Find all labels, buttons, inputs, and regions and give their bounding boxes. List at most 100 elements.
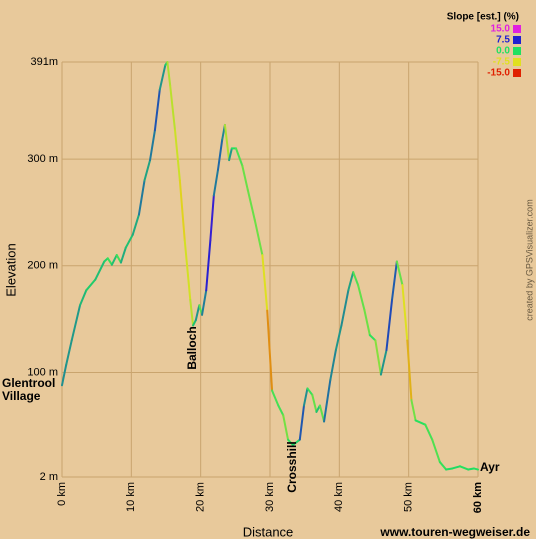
elevation-segment <box>223 123 231 162</box>
elevation-segment <box>406 339 413 402</box>
legend-swatch <box>513 69 521 77</box>
elevation-segment <box>374 339 382 376</box>
elevation-segment <box>368 334 377 342</box>
elevation-segment <box>106 257 113 266</box>
elevation-segment <box>410 399 417 422</box>
elevation-segment <box>311 393 318 413</box>
y-tick-label: 200 m <box>27 260 58 272</box>
elevation-segment <box>340 289 350 327</box>
y-tick-label: 300 m <box>27 153 58 165</box>
elevation-segment <box>192 319 197 327</box>
elevation-segment <box>201 289 208 316</box>
elevation-segment <box>94 260 106 281</box>
elevation-segment <box>323 378 332 423</box>
elevation-segment <box>357 283 366 311</box>
elevation-segment <box>334 324 343 352</box>
elevation-segment <box>65 339 73 366</box>
x-tick-label: 10 km <box>125 482 137 512</box>
elevation-segment <box>131 213 140 236</box>
elevation-segment <box>266 309 274 392</box>
x-tick-label: 40 km <box>333 482 345 512</box>
elevation-segment <box>85 278 97 292</box>
x-axis-label: Distance <box>243 524 294 539</box>
legend-swatch <box>513 58 521 66</box>
elevation-segment <box>174 129 181 182</box>
x-tick-label: 50 km <box>403 482 415 512</box>
elevation-segment <box>261 254 269 312</box>
elevation-segment <box>458 465 470 471</box>
elevation-segment <box>217 138 224 171</box>
elevation-segment <box>235 147 244 167</box>
legend-label: 0.0 <box>496 46 510 57</box>
y-tick-label: 100 m <box>27 366 58 378</box>
elevation-segment <box>395 260 404 286</box>
elevation-segment <box>472 467 479 471</box>
elevation-segment <box>228 147 233 162</box>
elevation-segment <box>424 423 434 441</box>
elevation-segment <box>277 404 285 417</box>
x-tick-label: 30 km <box>264 482 276 512</box>
elevation-segment <box>379 349 388 376</box>
elevation-segment <box>194 304 201 322</box>
elevation-segment <box>189 298 195 327</box>
elevation-segment <box>363 308 371 337</box>
legend-label: 7.5 <box>496 35 510 46</box>
legend-swatch <box>513 47 521 55</box>
annotation: Ayr <box>480 460 500 474</box>
elevation-segment <box>302 387 309 407</box>
elevation-segment <box>431 438 441 464</box>
y-tick-label: 2 m <box>40 471 58 483</box>
elevation-segment <box>291 438 301 446</box>
elevation-segment <box>166 61 172 87</box>
elevation-segment <box>318 404 326 423</box>
elevation-segment <box>137 179 146 216</box>
elevation-segment <box>329 349 337 381</box>
elevation-segment <box>401 283 409 342</box>
elevation-segment <box>110 254 118 266</box>
legend-swatch <box>513 36 521 44</box>
legend-label: -15.0 <box>487 68 510 79</box>
elevation-segment <box>271 389 280 407</box>
elevation-segment <box>282 414 290 441</box>
elevation-segment <box>438 461 448 471</box>
elevation-segment <box>70 304 82 342</box>
elevation-segment <box>205 239 212 292</box>
elevation-segment <box>451 465 461 470</box>
elevation-segment <box>241 164 249 192</box>
credit: www.touren-wegweiser.de <box>379 525 530 539</box>
annotation: Glentrool Village <box>2 376 56 403</box>
elevation-segment <box>212 168 219 197</box>
elevation-segment <box>119 246 127 264</box>
elevation-segment <box>153 88 161 132</box>
elevation-segment <box>124 233 134 249</box>
x-tick-label: 60 km <box>472 482 484 513</box>
elevation-segment <box>149 129 156 162</box>
elevation-segment <box>61 363 68 387</box>
elevation-segment <box>158 64 167 91</box>
y-axis-label: Elevation <box>3 243 18 296</box>
elevation-segment <box>143 159 152 182</box>
elevation-segment <box>391 260 398 301</box>
elevation-segment <box>169 84 177 132</box>
elevation-segment <box>178 179 186 242</box>
elevation-segment <box>352 271 360 286</box>
creator: created by GPSVisualizer.com <box>524 199 534 320</box>
annotation: Balloch <box>185 326 199 369</box>
x-tick-label: 20 km <box>195 482 207 512</box>
elevation-segment <box>347 271 355 292</box>
elevation-segment <box>246 189 256 221</box>
elevation-segment <box>253 218 264 257</box>
x-tick-label: 0 km <box>56 482 68 506</box>
elevation-segment <box>445 467 454 471</box>
y-tick-label: 391m <box>30 56 58 68</box>
elevation-segment <box>385 298 394 352</box>
legend-swatch <box>513 25 521 33</box>
elevation-segment <box>115 254 122 264</box>
elevation-segment <box>79 289 88 307</box>
elevation-segment <box>298 404 305 441</box>
elevation-segment <box>414 419 427 426</box>
legend-label: -7.5 <box>493 57 511 68</box>
elevation-segment <box>306 387 314 396</box>
legend-label: 15.0 <box>491 24 511 35</box>
